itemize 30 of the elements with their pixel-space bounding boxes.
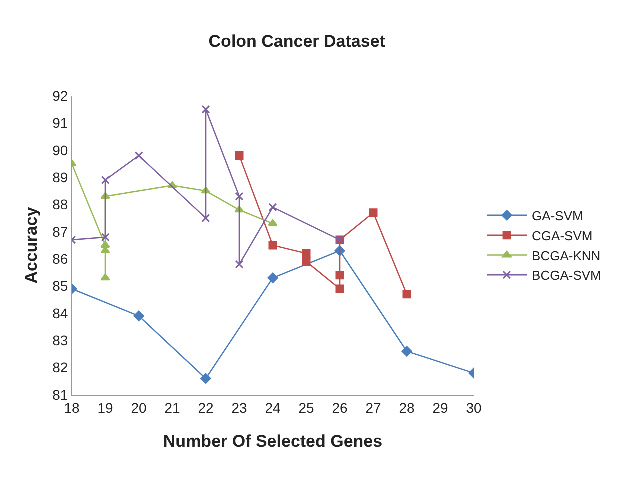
y-tick-label: 90	[52, 142, 68, 158]
y-axis-title: Accuracy	[22, 206, 42, 284]
x-tick-label: 19	[98, 400, 114, 416]
legend-label: GA-SVM	[532, 208, 584, 224]
y-tick-label: 88	[52, 196, 68, 213]
x-tick-label: 22	[198, 400, 214, 416]
x-tick-label: 29	[432, 400, 448, 416]
x-axis-title: Number Of Selected Genes	[163, 432, 383, 452]
x-tick-label: 25	[298, 400, 314, 416]
y-tick-label: 87	[52, 224, 68, 240]
y-tick-label: 92	[52, 88, 68, 104]
y-tick-label: 91	[52, 115, 68, 132]
y-tick-label: 82	[52, 360, 68, 376]
y-tick-label: 83	[52, 332, 68, 349]
x-tick-label: 20	[131, 400, 147, 416]
y-tick-label: 89	[52, 169, 68, 186]
legend-label: BCGA-SVM	[532, 268, 602, 284]
x-tick-label: 28	[399, 400, 415, 416]
x-tick-label: 21	[164, 400, 180, 416]
y-tick-label: 86	[52, 250, 68, 267]
x-tick-label: 27	[366, 400, 382, 416]
x-tick-label: 26	[332, 400, 348, 416]
y-tick-label: 84	[52, 305, 68, 322]
legend-label: CGA-SVM	[532, 228, 593, 244]
chart-title: Colon Cancer Dataset	[208, 32, 386, 51]
x-tick-label: 23	[232, 400, 248, 416]
y-tick-label: 85	[52, 278, 68, 294]
x-tick-label: 24	[265, 400, 281, 416]
x-tick-label: 30	[466, 400, 482, 416]
legend-label: BCGA-KNN	[532, 248, 601, 264]
